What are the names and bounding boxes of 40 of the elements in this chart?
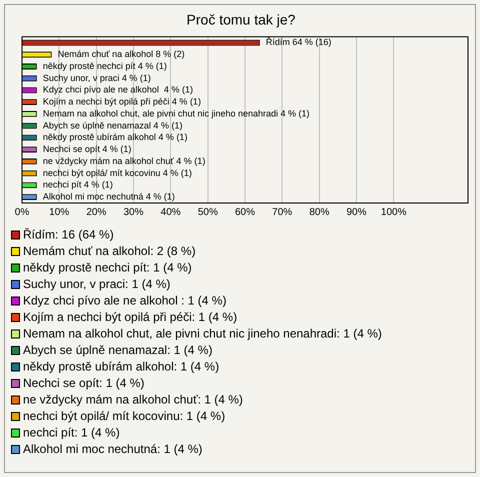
data-label: Kojím a nechci být opilá při péči 4 % (1) (42, 96, 201, 107)
legend-label: Kdyz chci pívo ale ne alkohol : 1 (4 %) (23, 293, 226, 308)
x-tick-label: 50% (198, 206, 218, 218)
data-label: Nemam na alkohol chut, ale pivni chut nic jineho nenahradi 4 % (1) (42, 108, 310, 118)
legend-label: Alkohol mi moc nechutná: 1 (4 %) (23, 442, 202, 456)
legend-label: nechci být opilá/ mít kocovinu: 1 (4 %) (23, 408, 226, 423)
legend-label: někdy prostě ubírám alkohol: 1 (4 %) (23, 359, 220, 374)
legend-label: ne vždycky mám na alkohol chuť: 1 (4 %) (23, 392, 243, 406)
legend-label: Nemám chuť na alkohol: 2 (8 %) (23, 244, 196, 258)
legend-label: Abych se úplně nenamazal: 1 (4 %) (23, 342, 212, 357)
x-tick-label: 30% (123, 206, 144, 218)
x-tick-label: 60% (234, 206, 256, 218)
data-label: Abych se úplně nenamazal 4 % (1) (42, 120, 182, 130)
data-label: Řídím 64 % (16) (266, 37, 332, 48)
legend-label: Nemam na alkohol chut, ale pivni chut nic jineho nenahradi: 1 (4 %) (23, 326, 382, 340)
data-label: Nemám chuť na alkohol 8 % (2) (58, 49, 185, 60)
x-tick-label: 10% (49, 206, 70, 218)
x-tick-label: 70% (272, 206, 292, 218)
x-tick-label: 20% (86, 206, 106, 218)
legend-label: někdy prostě nechci pít: 1 (4 %) (23, 260, 192, 274)
x-tick-label: 40% (160, 206, 181, 218)
legend-label: Nechci se opít: 1 (4 %) (23, 376, 144, 390)
legend-label: Suchy unor, v praci: 1 (4 %) (23, 276, 170, 291)
data-label: Kdyz chci pívo ale ne alkohol 4 % (1) (42, 84, 193, 95)
data-label: někdy prostě nechci pít 4 % (1) (42, 60, 167, 71)
data-label: nechci být opilá/ mít kocovinu 4 % (1) (42, 168, 192, 178)
x-tick-label: 100% (380, 206, 407, 218)
data-label: někdy prostě ubírám alkohol 4 % (1) (42, 132, 188, 142)
data-label: nechci pít 4 % (1) (42, 180, 113, 190)
legend-label: Kojím a nechci být opilá při péči: 1 (4 %) (23, 310, 238, 324)
legend-label: Řídím: 16 (64 %) (23, 227, 114, 242)
data-label: Nechci se opít 4 % (1) (42, 144, 132, 154)
x-tick-label: 90% (346, 206, 367, 218)
data-label: ne vždycky mám na alkohol chuť 4 % (1) (42, 156, 206, 166)
legend-label: nechci pít: 1 (4 %) (23, 425, 120, 440)
x-tick-label: 80% (309, 206, 330, 218)
data-label: Alkohol mi moc nechutná 4 % (1) (42, 192, 175, 202)
chart-title: Proč tomu tak je? (186, 11, 296, 28)
x-tick-label: 0% (14, 206, 30, 218)
data-label: Suchy unor, v praci 4 % (1) (42, 72, 151, 83)
